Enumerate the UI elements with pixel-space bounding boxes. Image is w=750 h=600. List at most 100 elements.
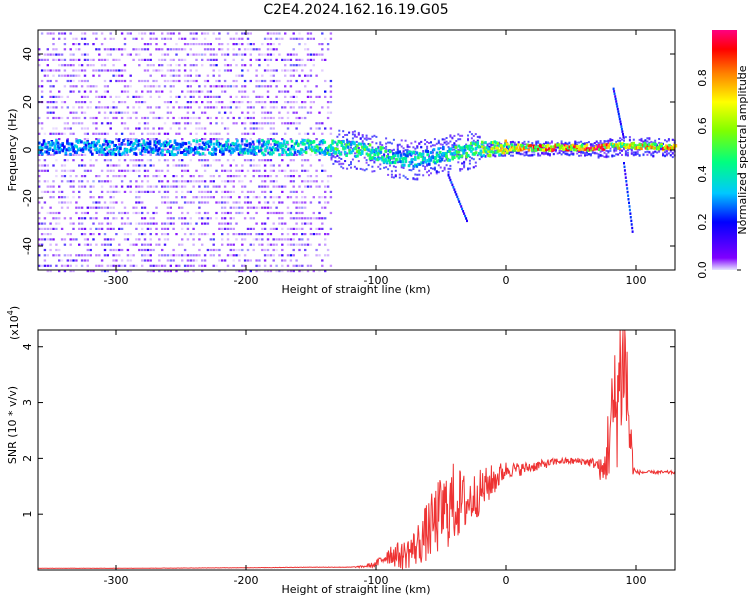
spectrogram-cell bbox=[246, 132, 250, 135]
spectrogram-cell bbox=[306, 175, 310, 178]
spectrogram-cell bbox=[46, 164, 49, 167]
spectrogram-cell bbox=[195, 143, 198, 146]
spectrogram-cell bbox=[189, 43, 192, 46]
spectrogram-cell bbox=[155, 222, 158, 225]
spectrogram-band-cell bbox=[84, 143, 88, 147]
spectrogram-cell bbox=[172, 79, 175, 83]
spectrogram-cell bbox=[80, 111, 84, 114]
spectrogram-band-cell bbox=[473, 152, 476, 156]
spectrogram-cell bbox=[580, 140, 583, 143]
spectrogram-cell bbox=[342, 130, 345, 133]
spectrogram-band-cell bbox=[162, 141, 166, 145]
spectrogram-band-cell bbox=[513, 145, 517, 149]
spectrogram-cell bbox=[572, 153, 575, 156]
spectrogram-cell bbox=[83, 238, 87, 241]
spectrogram-cell bbox=[146, 127, 150, 130]
spectrogram-cell bbox=[329, 127, 333, 130]
spectrogram-cell bbox=[60, 227, 64, 230]
spectrogram-cell bbox=[38, 264, 41, 267]
spectrogram-cell bbox=[261, 122, 264, 125]
spectrogram-cell bbox=[235, 53, 238, 56]
spectrogram-cell bbox=[152, 127, 155, 130]
spectrogram-cell bbox=[263, 254, 267, 257]
spectrogram-band-cell bbox=[264, 142, 267, 146]
spectrogram-cell bbox=[281, 201, 284, 204]
spectrogram-cell bbox=[318, 143, 321, 146]
spectrogram-cell bbox=[258, 53, 261, 56]
spectrogram-cell bbox=[123, 143, 127, 146]
spectrogram-cell bbox=[441, 143, 444, 146]
spectrogram-cell bbox=[43, 53, 47, 56]
spectrogram-cell bbox=[321, 222, 324, 225]
spectrogram-cell bbox=[235, 238, 238, 241]
spectrogram-band-cell bbox=[150, 150, 153, 154]
spectrogram-cell bbox=[238, 248, 241, 252]
spectrogram-band-cell bbox=[312, 140, 316, 144]
spectrogram-cell bbox=[209, 106, 212, 109]
spectrogram-cell bbox=[186, 106, 190, 109]
spectrogram-cell bbox=[143, 259, 147, 262]
spectrogram-cell bbox=[535, 144, 538, 147]
spectrogram-cell bbox=[398, 143, 401, 146]
spectrogram-cell bbox=[106, 243, 109, 246]
spectrogram-cell bbox=[221, 101, 224, 104]
spectrogram-cell bbox=[175, 180, 178, 183]
spectrogram-cell bbox=[315, 53, 318, 56]
spectrogram-cell bbox=[181, 238, 184, 241]
spectrogram-cell bbox=[181, 222, 184, 225]
x-tick-label: 0 bbox=[503, 574, 510, 587]
spectrogram-band-cell bbox=[181, 141, 185, 145]
spectrogram-cell bbox=[195, 37, 198, 40]
spectrogram-band-cell bbox=[44, 145, 47, 149]
spectrogram-cell bbox=[289, 211, 293, 215]
spectrogram-cell bbox=[138, 238, 141, 241]
spectrogram-cell bbox=[169, 264, 172, 267]
spectrogram-cell bbox=[404, 149, 407, 152]
spectrogram-band-cell bbox=[534, 145, 537, 149]
spectrogram-streak-cell bbox=[460, 205, 463, 208]
spectrogram-cell bbox=[75, 101, 78, 104]
spectrogram-cell bbox=[118, 211, 121, 215]
spectrogram-cell bbox=[658, 141, 661, 144]
y-tick-label: 2 bbox=[21, 455, 34, 462]
spectrogram-cell bbox=[523, 151, 526, 154]
spectrogram-cell bbox=[163, 153, 167, 156]
spectrogram-cell bbox=[163, 85, 167, 88]
spectrogram-cell bbox=[181, 138, 184, 141]
spectrogram-band-cell bbox=[331, 139, 334, 143]
spectrogram-cell bbox=[474, 141, 477, 144]
spectrogram-cell bbox=[272, 74, 275, 77]
spectrogram-cell bbox=[100, 106, 104, 109]
spectrogram-cell bbox=[212, 175, 215, 178]
spectrogram-cell bbox=[118, 111, 121, 114]
spectrogram-cell bbox=[500, 154, 503, 157]
spectrogram-cell bbox=[66, 201, 69, 204]
spectrogram-cell bbox=[318, 122, 321, 125]
spectrogram-cell bbox=[269, 180, 273, 183]
spectrogram-cell bbox=[223, 127, 227, 130]
spectrogram-band-cell bbox=[423, 157, 426, 161]
spectrogram-cell bbox=[201, 222, 204, 225]
spectrogram-cell bbox=[55, 69, 58, 72]
spectrogram-cell bbox=[60, 95, 64, 98]
spectrogram-cell bbox=[261, 127, 264, 130]
spectrogram-cell bbox=[215, 169, 218, 172]
spectrogram-cell bbox=[284, 106, 287, 109]
spectrogram-cell bbox=[289, 37, 293, 40]
spectrogram-cell bbox=[178, 127, 181, 130]
spectrogram-band-cell bbox=[566, 146, 570, 150]
spectrogram-cell bbox=[229, 248, 232, 252]
spectrogram-cell bbox=[52, 37, 55, 40]
spectrogram-cell bbox=[593, 152, 596, 155]
spectrogram-cell bbox=[95, 264, 98, 267]
spectrogram-cell bbox=[181, 169, 184, 172]
spectrogram-band-cell bbox=[487, 149, 490, 153]
spectrogram-cell bbox=[189, 64, 192, 67]
spectrogram-cell bbox=[275, 58, 278, 61]
spectrogram-cell bbox=[181, 106, 184, 109]
spectrogram-cell bbox=[576, 152, 579, 155]
spectrogram-cell bbox=[342, 162, 345, 165]
spectrogram-cell bbox=[132, 159, 135, 162]
spectrogram-cell bbox=[252, 243, 255, 246]
spectrogram-band-cell bbox=[343, 150, 347, 154]
